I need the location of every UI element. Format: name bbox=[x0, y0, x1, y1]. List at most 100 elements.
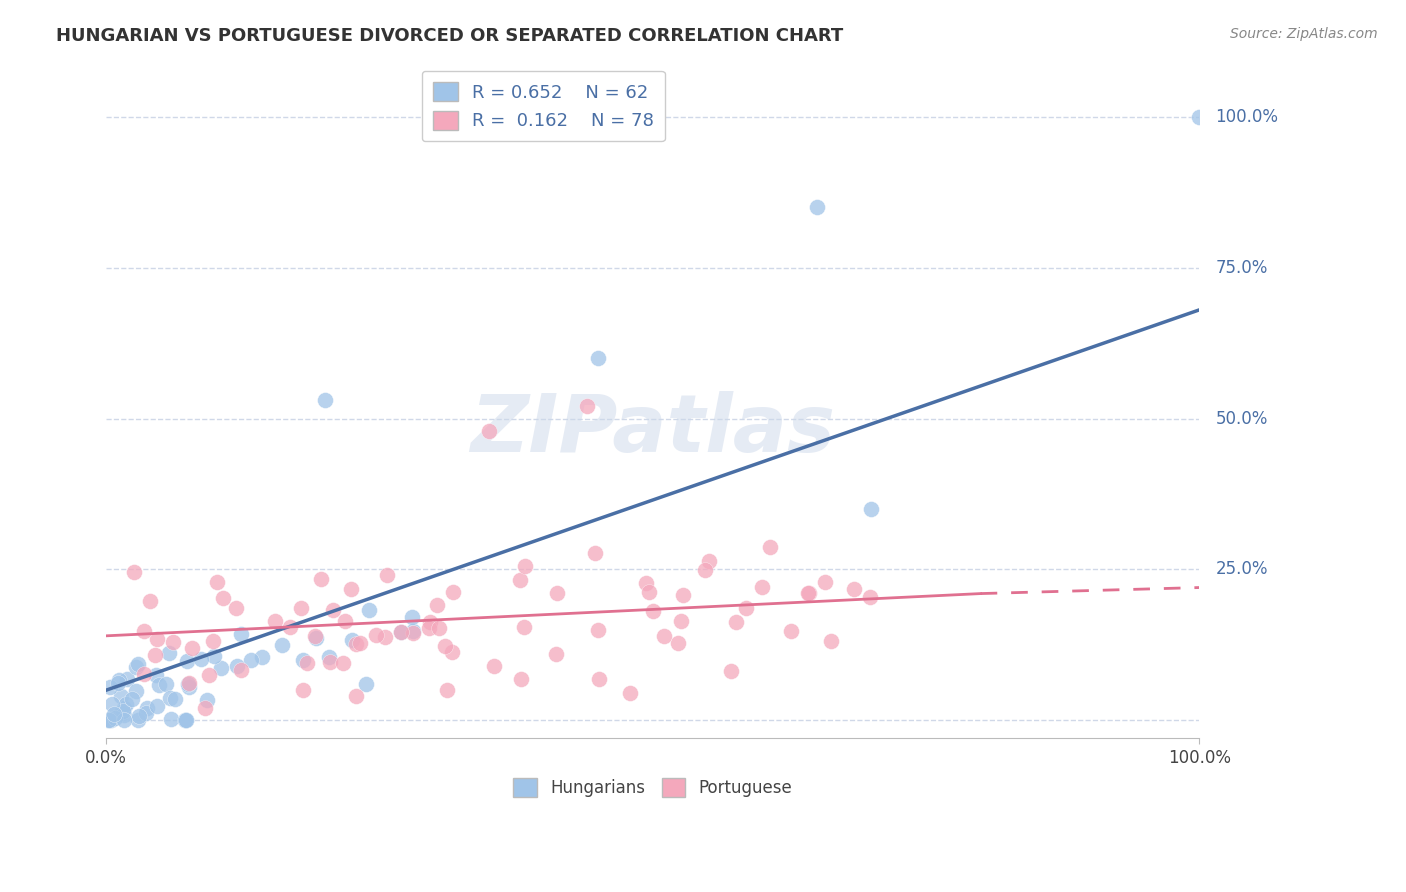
Point bbox=[209, 661, 232, 675]
Point bbox=[842, 582, 865, 596]
Point bbox=[112, 708, 135, 723]
Point bbox=[239, 653, 262, 667]
Point bbox=[806, 200, 828, 214]
Point bbox=[127, 714, 149, 728]
Point bbox=[136, 701, 159, 715]
Point bbox=[339, 582, 361, 597]
Point bbox=[1188, 110, 1211, 124]
Text: Source: ZipAtlas.com: Source: ZipAtlas.com bbox=[1230, 27, 1378, 41]
Point bbox=[201, 634, 224, 648]
Point bbox=[162, 635, 184, 649]
Point bbox=[229, 627, 252, 641]
Point bbox=[482, 658, 505, 673]
Point bbox=[322, 603, 344, 617]
Point bbox=[509, 672, 531, 686]
Point bbox=[155, 677, 177, 691]
Point bbox=[305, 631, 328, 645]
Point bbox=[165, 691, 187, 706]
Point bbox=[107, 676, 129, 690]
Point bbox=[225, 659, 247, 673]
Point bbox=[401, 624, 423, 639]
Point bbox=[859, 590, 882, 604]
Point bbox=[125, 660, 148, 674]
Point bbox=[759, 540, 782, 554]
Point bbox=[98, 713, 121, 727]
Point bbox=[176, 654, 198, 668]
Point bbox=[318, 649, 340, 664]
Point bbox=[513, 558, 536, 573]
Point bbox=[419, 615, 441, 629]
Point bbox=[374, 630, 396, 644]
Point bbox=[122, 565, 145, 579]
Point bbox=[427, 621, 450, 635]
Point bbox=[271, 638, 294, 652]
Point bbox=[319, 655, 342, 669]
Point bbox=[292, 652, 315, 666]
Point bbox=[145, 668, 167, 682]
Point bbox=[576, 400, 599, 414]
Point bbox=[112, 714, 135, 728]
Point bbox=[820, 633, 842, 648]
Point bbox=[205, 574, 228, 589]
Point bbox=[146, 632, 169, 646]
Point bbox=[157, 646, 180, 660]
Point bbox=[583, 546, 606, 560]
Point bbox=[159, 691, 181, 706]
Point bbox=[814, 575, 837, 590]
Point bbox=[697, 554, 720, 568]
Point bbox=[174, 714, 197, 728]
Point bbox=[314, 393, 336, 408]
Point bbox=[202, 648, 225, 663]
Point bbox=[128, 709, 150, 723]
Point bbox=[426, 598, 449, 612]
Point bbox=[100, 714, 122, 728]
Point bbox=[104, 711, 127, 725]
Text: 25.0%: 25.0% bbox=[1216, 560, 1268, 578]
Point bbox=[229, 663, 252, 677]
Point bbox=[418, 621, 440, 635]
Text: 50.0%: 50.0% bbox=[1216, 409, 1268, 427]
Point bbox=[114, 697, 136, 711]
Point bbox=[195, 693, 218, 707]
Point bbox=[103, 707, 125, 722]
Point bbox=[264, 614, 287, 628]
Point bbox=[121, 691, 143, 706]
Point bbox=[340, 633, 363, 648]
Point bbox=[375, 567, 398, 582]
Text: ZIPatlas: ZIPatlas bbox=[470, 392, 835, 469]
Point bbox=[332, 657, 354, 671]
Point bbox=[546, 586, 568, 600]
Point bbox=[669, 615, 692, 629]
Point bbox=[359, 603, 381, 617]
Point bbox=[290, 601, 312, 615]
Point bbox=[194, 700, 217, 714]
Point bbox=[100, 680, 122, 694]
Point bbox=[586, 351, 609, 366]
Point bbox=[127, 657, 149, 671]
Point bbox=[652, 629, 675, 643]
Point bbox=[309, 572, 332, 586]
Point bbox=[860, 502, 883, 516]
Point bbox=[586, 623, 609, 637]
Point bbox=[344, 689, 367, 703]
Point bbox=[509, 574, 531, 588]
Point bbox=[588, 672, 610, 686]
Point bbox=[139, 594, 162, 608]
Point bbox=[146, 699, 169, 714]
Point bbox=[666, 636, 689, 650]
Point bbox=[643, 604, 665, 618]
Point bbox=[211, 591, 233, 606]
Point bbox=[148, 678, 170, 692]
Point bbox=[160, 712, 183, 726]
Point bbox=[797, 586, 820, 600]
Point bbox=[198, 668, 221, 682]
Point bbox=[143, 648, 166, 662]
Text: HUNGARIAN VS PORTUGUESE DIVORCED OR SEPARATED CORRELATION CHART: HUNGARIAN VS PORTUGUESE DIVORCED OR SEPA… bbox=[56, 27, 844, 45]
Point bbox=[349, 636, 371, 650]
Point bbox=[134, 624, 156, 639]
Point bbox=[333, 614, 356, 628]
Point bbox=[252, 650, 274, 665]
Point bbox=[177, 676, 200, 690]
Point bbox=[135, 706, 157, 720]
Point bbox=[97, 714, 120, 728]
